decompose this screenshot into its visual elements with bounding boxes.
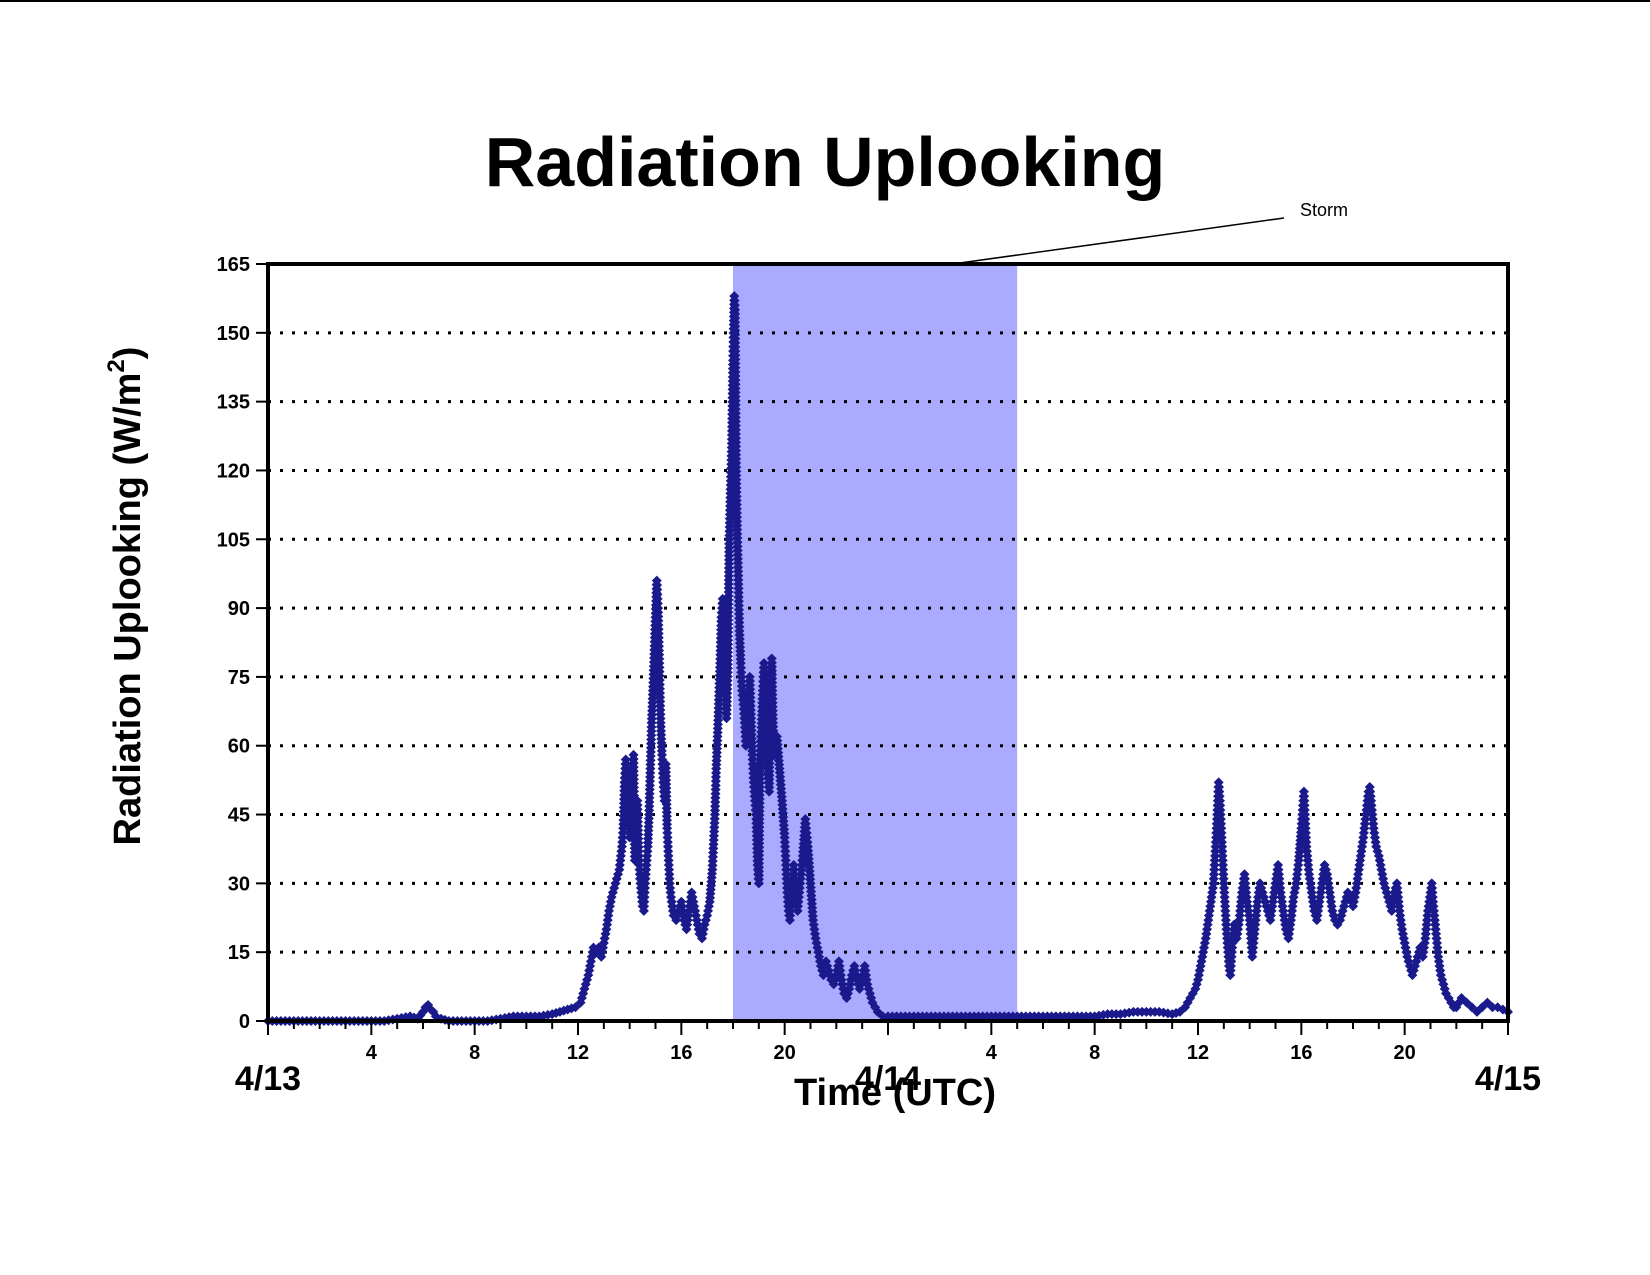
x-axis-ticks: 4 8 12 16 20 4 8 12 16 20 4/13 4/14 4/15 (235, 1021, 1541, 1098)
x-date-label: 4/14 (855, 1060, 921, 1098)
y-axis-label-close: ) (107, 347, 149, 360)
y-axis-label: Radiation Uplooking (W/m2) (103, 347, 149, 846)
x-tick-label: 4 (366, 1042, 378, 1064)
y-axis-label-superscript: 2 (103, 359, 130, 372)
y-tick-label: 45 (228, 805, 250, 827)
y-tick-label: 75 (228, 667, 250, 689)
x-tick-label: 16 (670, 1042, 692, 1064)
y-tick-label: 105 (217, 529, 250, 551)
top-border-line (0, 0, 1650, 2)
x-date-label: 4/15 (1475, 1060, 1541, 1098)
x-tick-label: 8 (469, 1042, 480, 1064)
storm-annotation-line (952, 217, 1285, 265)
x-tick-label: 16 (1290, 1042, 1312, 1064)
y-axis-label-text: Radiation Uplooking (W/m (107, 373, 149, 846)
storm-region: Storm (733, 200, 1348, 1021)
x-date-label: 4/13 (235, 1060, 301, 1098)
x-tick-label: 4 (986, 1042, 998, 1064)
x-tick-label: 20 (1394, 1042, 1416, 1064)
data-points (263, 291, 1513, 1026)
y-tick-label: 120 (217, 460, 250, 482)
x-tick-label: 12 (1187, 1042, 1209, 1064)
chart-title: Radiation Uplooking (485, 123, 1166, 201)
x-axis-label: Time (UTC) (794, 1072, 996, 1114)
data-point (877, 1011, 888, 1022)
y-tick-label: 0 (239, 1011, 250, 1033)
x-tick-label: 20 (774, 1042, 796, 1064)
storm-shaded-region (733, 264, 1018, 1021)
y-tick-label: 165 (217, 254, 250, 276)
gridlines (268, 331, 1508, 954)
y-axis-ticks: 0 15 30 45 60 75 90 105 120 135 150 165 (217, 254, 268, 1033)
y-tick-label: 60 (228, 736, 250, 758)
y-tick-label: 150 (217, 323, 250, 345)
y-tick-label: 30 (228, 873, 250, 895)
x-tick-label: 12 (567, 1042, 589, 1064)
storm-annotation-label: Storm (1300, 200, 1348, 220)
data-point (1487, 1002, 1498, 1013)
y-tick-label: 15 (228, 942, 250, 964)
y-tick-label: 135 (217, 392, 250, 414)
y-tick-label: 90 (228, 598, 250, 620)
x-tick-label: 8 (1089, 1042, 1100, 1064)
